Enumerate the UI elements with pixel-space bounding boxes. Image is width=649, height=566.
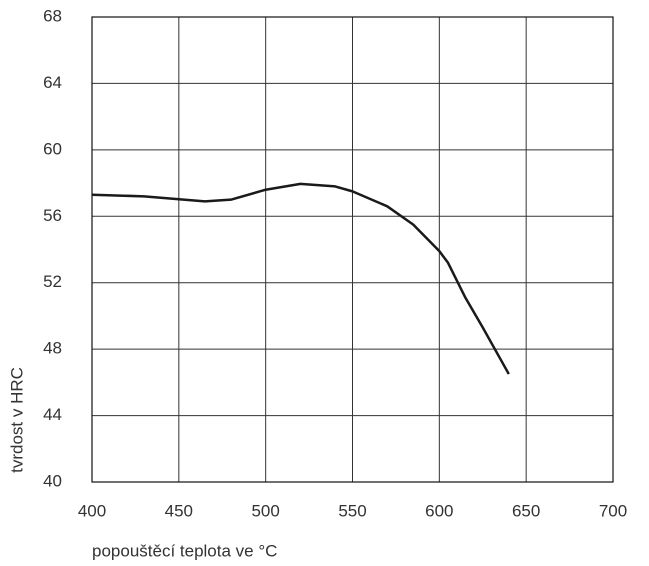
y-tick-label: 40: [43, 471, 62, 490]
line-series: [91, 182, 510, 375]
y-tick-label: 48: [43, 339, 62, 358]
y-tick-label: 56: [43, 206, 62, 225]
x-axis-label: popouštěcí teplota ve °C: [92, 541, 277, 560]
y-tick-label: 64: [43, 73, 62, 92]
x-tick-label: 550: [338, 501, 366, 520]
x-tick-label: 450: [165, 501, 193, 520]
y-axis-label: tvrdost v HRC: [7, 367, 26, 473]
y-tick-label: 52: [43, 272, 62, 291]
y-tick-label: 60: [43, 139, 62, 158]
y-tick-label: 68: [43, 6, 62, 25]
y-tick-label: 44: [43, 405, 62, 424]
x-tick-label: 600: [425, 501, 453, 520]
plot-border: [91, 16, 614, 483]
x-tick-label: 700: [599, 501, 627, 520]
x-tick-label: 500: [251, 501, 279, 520]
x-tick-label: 650: [512, 501, 540, 520]
x-tick-label: 400: [78, 501, 106, 520]
